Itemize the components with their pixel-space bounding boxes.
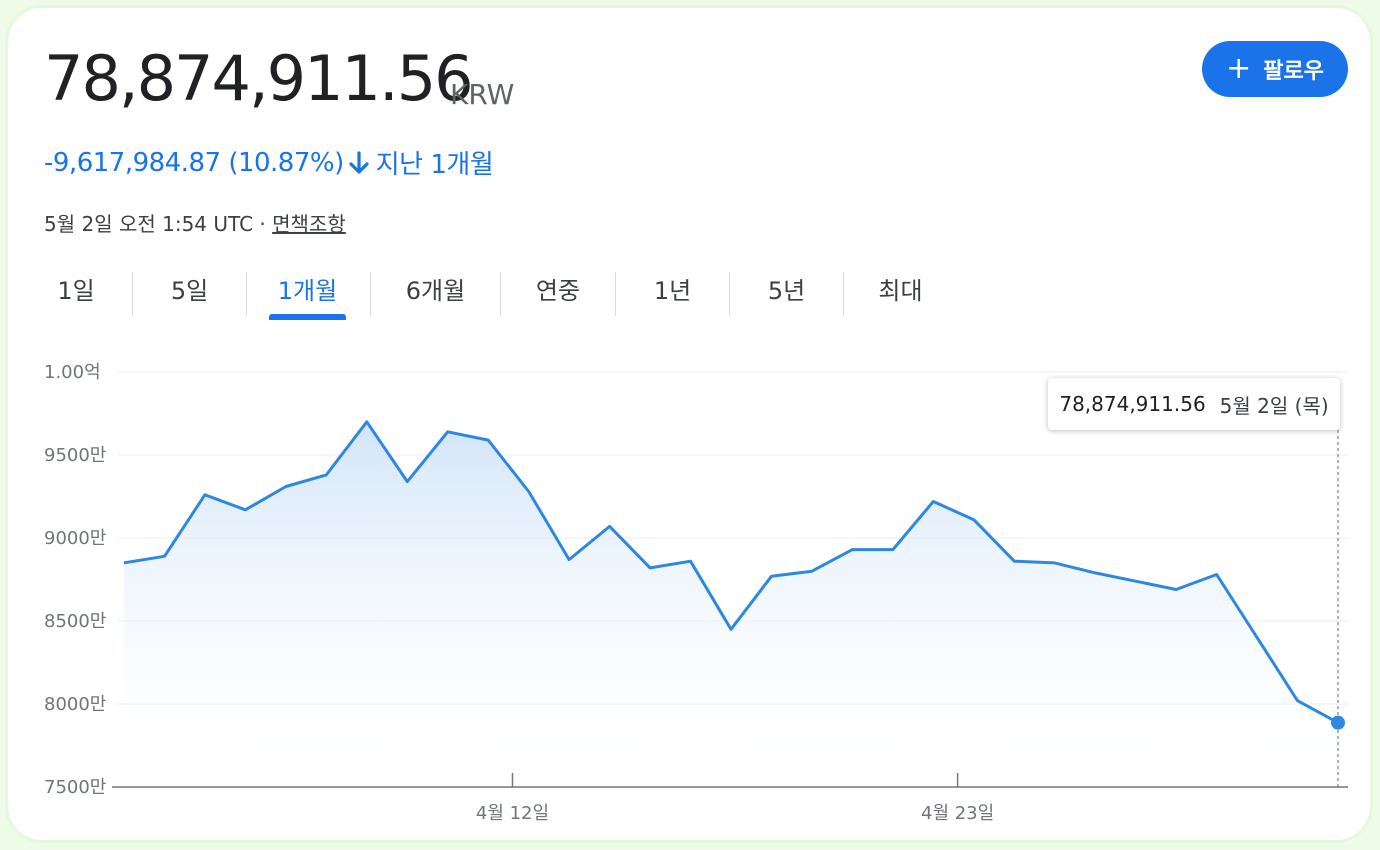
follow-button[interactable]: + 팔로우 bbox=[1202, 41, 1348, 97]
y-tick-label: 8500만 bbox=[44, 611, 106, 632]
tooltip-value: 78,874,911.56 bbox=[1059, 392, 1206, 416]
tab-ytd[interactable]: 연중 bbox=[501, 264, 615, 312]
tab-divider bbox=[132, 272, 133, 316]
x-tick-label: 4월 12일 bbox=[476, 803, 549, 824]
current-point-marker bbox=[1331, 715, 1345, 730]
x-tick-label: 4월 23일 bbox=[921, 803, 994, 824]
tab-divider bbox=[246, 272, 247, 316]
tab-label: 최대 bbox=[878, 276, 923, 305]
current-price: 78,874,911.56 bbox=[44, 42, 474, 115]
disclaimer-link[interactable]: 면책조항 bbox=[272, 212, 346, 236]
tab-5d[interactable]: 5일 bbox=[133, 264, 246, 312]
tab-max[interactable]: 최대 bbox=[844, 264, 957, 312]
tab-divider bbox=[729, 272, 730, 316]
tab-6m[interactable]: 6개월 bbox=[371, 264, 500, 312]
tab-1m[interactable]: 1개월 bbox=[269, 264, 346, 320]
y-tick-label: 9000만 bbox=[44, 528, 106, 549]
tab-label: 6개월 bbox=[405, 276, 466, 305]
tab-1d[interactable]: 1일 bbox=[44, 264, 108, 312]
tab-5y[interactable]: 5년 bbox=[730, 264, 843, 312]
plus-icon: + bbox=[1226, 51, 1252, 86]
tab-label: 1년 bbox=[653, 276, 692, 305]
timestamp-text: 5월 2일 오전 1:54 UTC · bbox=[44, 212, 273, 236]
tab-label: 5년 bbox=[767, 276, 806, 305]
range-tabs: 1일 5일 1개월 6개월 연중 1년 5년 최대 bbox=[44, 264, 957, 320]
y-tick-label: 8000만 bbox=[44, 694, 106, 715]
arrow-down-icon bbox=[349, 150, 369, 174]
tab-label: 1일 bbox=[57, 276, 95, 305]
tab-1y[interactable]: 1년 bbox=[616, 264, 729, 312]
currency-label: KRW bbox=[450, 78, 515, 111]
tab-label: 5일 bbox=[170, 276, 209, 305]
y-tick-label: 9500만 bbox=[44, 445, 106, 466]
price-area-fill bbox=[124, 421, 1338, 787]
tab-divider bbox=[370, 272, 371, 316]
tooltip: 78,874,911.56 5월 2일 (목) bbox=[1048, 378, 1340, 430]
follow-button-label: 팔로우 bbox=[1263, 59, 1324, 84]
timestamp: 5월 2일 오전 1:54 UTC · 면책조항 bbox=[44, 208, 346, 237]
tooltip-date: 5월 2일 (목) bbox=[1219, 393, 1329, 418]
price-line bbox=[123, 420, 1339, 725]
price-change: -9,617,984.87 (10.87%) 지난 1개월 bbox=[44, 144, 494, 181]
tab-divider bbox=[500, 272, 501, 316]
y-tick-label: 7500만 bbox=[44, 777, 106, 798]
tab-label: 연중 bbox=[535, 276, 581, 305]
change-value: -9,617,984.87 (10.87%) bbox=[44, 147, 344, 178]
tab-label: 1개월 bbox=[277, 276, 338, 305]
tab-divider bbox=[843, 272, 844, 316]
tab-divider bbox=[615, 272, 616, 316]
y-tick-label: 1.00억 bbox=[44, 362, 101, 383]
change-period: 지난 1개월 bbox=[375, 150, 494, 180]
